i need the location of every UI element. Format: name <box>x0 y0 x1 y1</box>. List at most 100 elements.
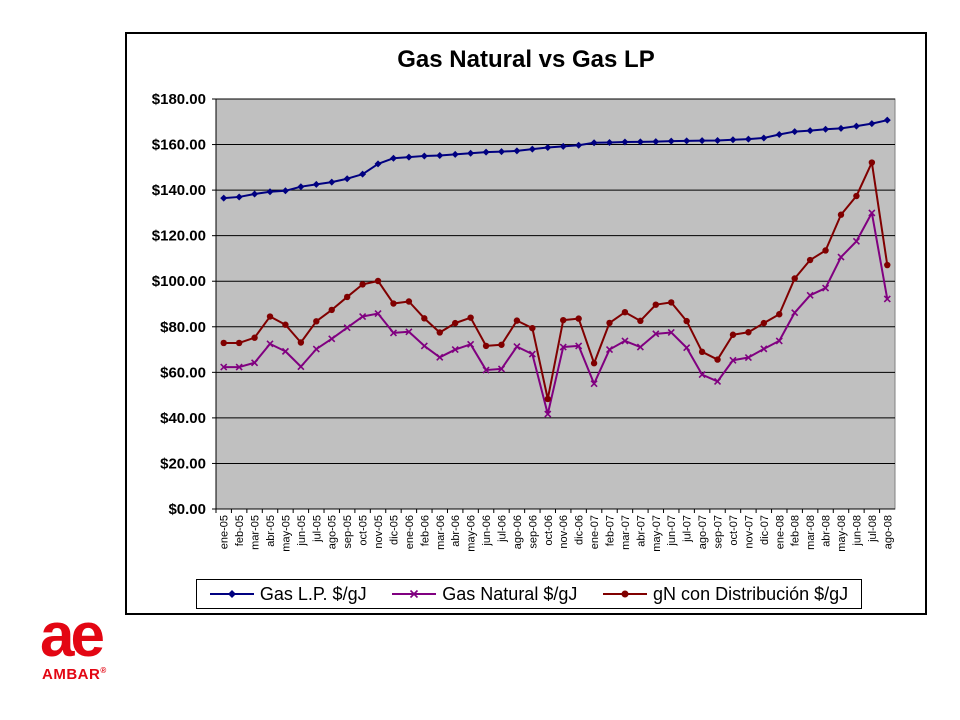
data-point <box>652 138 660 146</box>
data-point <box>235 363 243 371</box>
data-point <box>698 371 706 379</box>
data-point <box>668 299 675 306</box>
y-tick-label: $120.00 <box>152 228 206 245</box>
data-point <box>312 180 320 188</box>
x-tick-label: sep-07 <box>713 515 725 549</box>
x-tick-label: feb-07 <box>605 515 617 546</box>
legend-label-gn-distribucion: gN con Distribución $/gJ <box>653 583 849 604</box>
data-point <box>714 356 721 363</box>
x-tick-label: dic-06 <box>574 515 586 545</box>
data-point <box>390 300 397 307</box>
y-tick-label: $100.00 <box>152 273 206 290</box>
data-point <box>482 342 490 350</box>
x-tick-label: jun-08 <box>851 515 863 547</box>
data-point <box>776 311 783 318</box>
x-tick-label: oct-06 <box>543 515 555 546</box>
y-tick-label: $20.00 <box>160 455 206 472</box>
data-point <box>652 301 660 308</box>
data-point <box>343 324 351 332</box>
y-tick-label: $80.00 <box>160 319 206 336</box>
data-point <box>451 345 459 354</box>
data-point <box>389 154 397 162</box>
data-point <box>374 277 382 285</box>
data-point <box>667 328 675 337</box>
data-point <box>853 192 860 200</box>
data-point <box>374 310 382 318</box>
chart-frame: Gas Natural vs Gas LP $0.00 $20.00 $40.00 $… <box>125 32 927 615</box>
y-tick-label: $180.00 <box>152 91 206 108</box>
x-tick-label: oct-05 <box>358 515 370 546</box>
data-point <box>744 135 752 143</box>
data-point <box>328 178 336 186</box>
data-point <box>822 125 830 133</box>
data-point <box>513 343 521 351</box>
data-point <box>436 151 444 159</box>
data-point <box>868 120 876 128</box>
data-point <box>683 137 691 145</box>
data-point <box>884 261 891 269</box>
data-point <box>312 345 320 353</box>
data-point <box>405 153 413 161</box>
x-tick-label: jun-05 <box>296 515 308 547</box>
data-point <box>760 345 768 353</box>
data-point <box>528 145 536 153</box>
data-point <box>575 342 583 350</box>
line-chart: $0.00 $20.00 $40.00 $60.00 $80.00 $100.00 $120… <box>152 91 896 552</box>
data-point <box>852 237 860 245</box>
logo-mark: ae <box>40 601 105 670</box>
x-tick-label: may-08 <box>836 515 848 552</box>
x-tick-label: jun-07 <box>666 515 678 547</box>
legend-swatch-gas-natural <box>392 589 437 599</box>
data-point <box>822 247 829 254</box>
x-tick-label: jul-05 <box>311 515 323 543</box>
x-tick-label: abr-07 <box>635 515 647 547</box>
data-point <box>220 194 228 202</box>
data-point <box>405 328 413 336</box>
x-tick-label: mar-05 <box>250 515 262 550</box>
x-tick-label: jul-08 <box>867 515 879 543</box>
data-point <box>559 142 567 150</box>
data-point <box>498 341 505 348</box>
data-point <box>760 319 768 327</box>
x-tick-label: ago-08 <box>882 515 894 549</box>
y-tick-label: $0.00 <box>168 501 206 518</box>
x-tick-label: nov-06 <box>558 515 570 549</box>
chart-title: Gas Natural vs Gas LP <box>397 46 655 73</box>
x-tick-label: may-07 <box>651 515 663 552</box>
data-point <box>297 183 305 191</box>
x-tick-label: may-06 <box>466 515 478 552</box>
data-point <box>667 137 675 145</box>
data-point <box>760 134 768 142</box>
data-point <box>606 319 613 327</box>
data-point <box>343 293 351 301</box>
x-tick-label: sep-06 <box>527 515 539 549</box>
x-tick-label: mar-08 <box>805 515 817 550</box>
x-tick-label: ene-05 <box>219 515 231 549</box>
data-point <box>436 353 444 361</box>
data-point <box>235 339 243 347</box>
x-tick-label: feb-06 <box>419 515 431 546</box>
data-point <box>606 139 614 147</box>
data-point <box>482 148 490 156</box>
data-point <box>359 312 367 321</box>
x-tick-label: nov-05 <box>373 515 385 549</box>
data-point <box>637 317 644 325</box>
data-point <box>806 291 814 299</box>
data-point <box>251 359 259 367</box>
data-point <box>220 363 228 371</box>
data-point <box>775 131 783 139</box>
data-point <box>791 128 799 136</box>
x-tick-label: ago-06 <box>512 515 524 549</box>
data-point <box>868 159 876 166</box>
x-tick-label: jul-07 <box>682 515 694 543</box>
data-point <box>636 138 644 146</box>
data-point <box>313 318 320 325</box>
data-point <box>544 410 552 418</box>
y-tick-label: $60.00 <box>160 364 206 381</box>
ambar-logo: ae AMBAR® <box>40 601 140 688</box>
x-tick-label: oct-07 <box>728 515 740 546</box>
data-point <box>389 329 398 337</box>
data-point <box>560 316 567 324</box>
data-point <box>745 329 752 336</box>
x-tick-label: may-05 <box>280 515 292 552</box>
